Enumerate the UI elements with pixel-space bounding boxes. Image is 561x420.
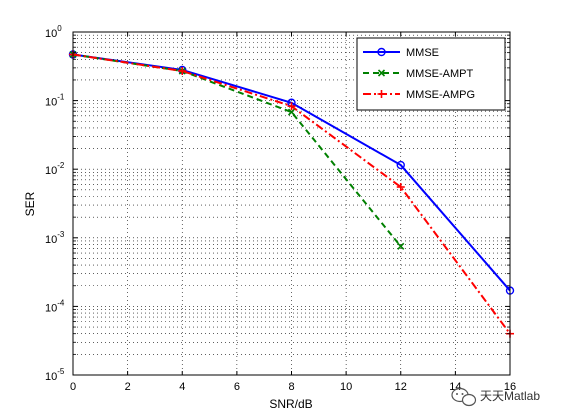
series-layer xyxy=(68,50,515,338)
y-tick-label: 100 xyxy=(45,24,62,40)
y-axis-title: SER xyxy=(23,191,37,216)
x-tick-label: 4 xyxy=(179,381,185,393)
x-tick-label: 6 xyxy=(234,381,240,393)
legend-entry-mmse: MMSE xyxy=(363,47,439,59)
wechat-icon xyxy=(451,387,477,407)
legend-entry-mmse-ampg-marker xyxy=(377,90,386,98)
watermark-text: 天天Matlab xyxy=(480,389,540,403)
legend-entry-mmse-ampt: MMSE-AMPT xyxy=(363,68,474,80)
series-mmse-ampt-marker xyxy=(287,108,296,116)
x-tick-label: 8 xyxy=(288,381,294,393)
x-tick-label: 0 xyxy=(70,381,76,393)
y-tick-label: 10-5 xyxy=(45,367,65,383)
x-tick-label: 16 xyxy=(504,381,516,393)
series-mmse-marker xyxy=(396,160,405,170)
legend-entry-mmse-ampt-label: MMSE-AMPT xyxy=(406,68,474,80)
x-axis-title: SNR/dB xyxy=(269,397,312,411)
x-tick-label: 14 xyxy=(449,381,461,393)
axis-ticks xyxy=(72,31,511,376)
legend: MMSE MMSE-AMPT MMSE-AMPG xyxy=(356,37,506,111)
y-tick-label: 10-1 xyxy=(45,93,65,109)
y-tick-label: 10-3 xyxy=(45,230,65,246)
y-tick-label: 10-2 xyxy=(45,161,65,177)
series-mmse-ampg-marker xyxy=(396,183,405,192)
legend-entry-mmse-ampg: MMSE-AMPG xyxy=(363,89,475,101)
watermark: 天天Matlab xyxy=(451,387,540,407)
legend-entry-mmse-label: MMSE xyxy=(406,47,439,59)
legend-entry-mmse-ampg-label: MMSE-AMPG xyxy=(406,89,475,101)
x-tick-label: 10 xyxy=(340,381,352,393)
legend-entry-mmse-ampt-marker xyxy=(377,69,386,77)
x-tick-label: 12 xyxy=(395,381,407,393)
series-mmse-ampt-marker xyxy=(397,242,405,250)
series-mmse-ampg-marker xyxy=(178,67,187,76)
tick-labels: 0 2 4 6 8 10 12 14 16 10-5 10-4 10-3 10-2 10-1 100 xyxy=(45,24,516,393)
y-tick-label: 10-4 xyxy=(45,298,65,314)
legend-entry-mmse-marker xyxy=(377,47,386,57)
x-tick-label: 2 xyxy=(125,381,131,393)
series-mmse-ampg-marker xyxy=(287,102,296,111)
